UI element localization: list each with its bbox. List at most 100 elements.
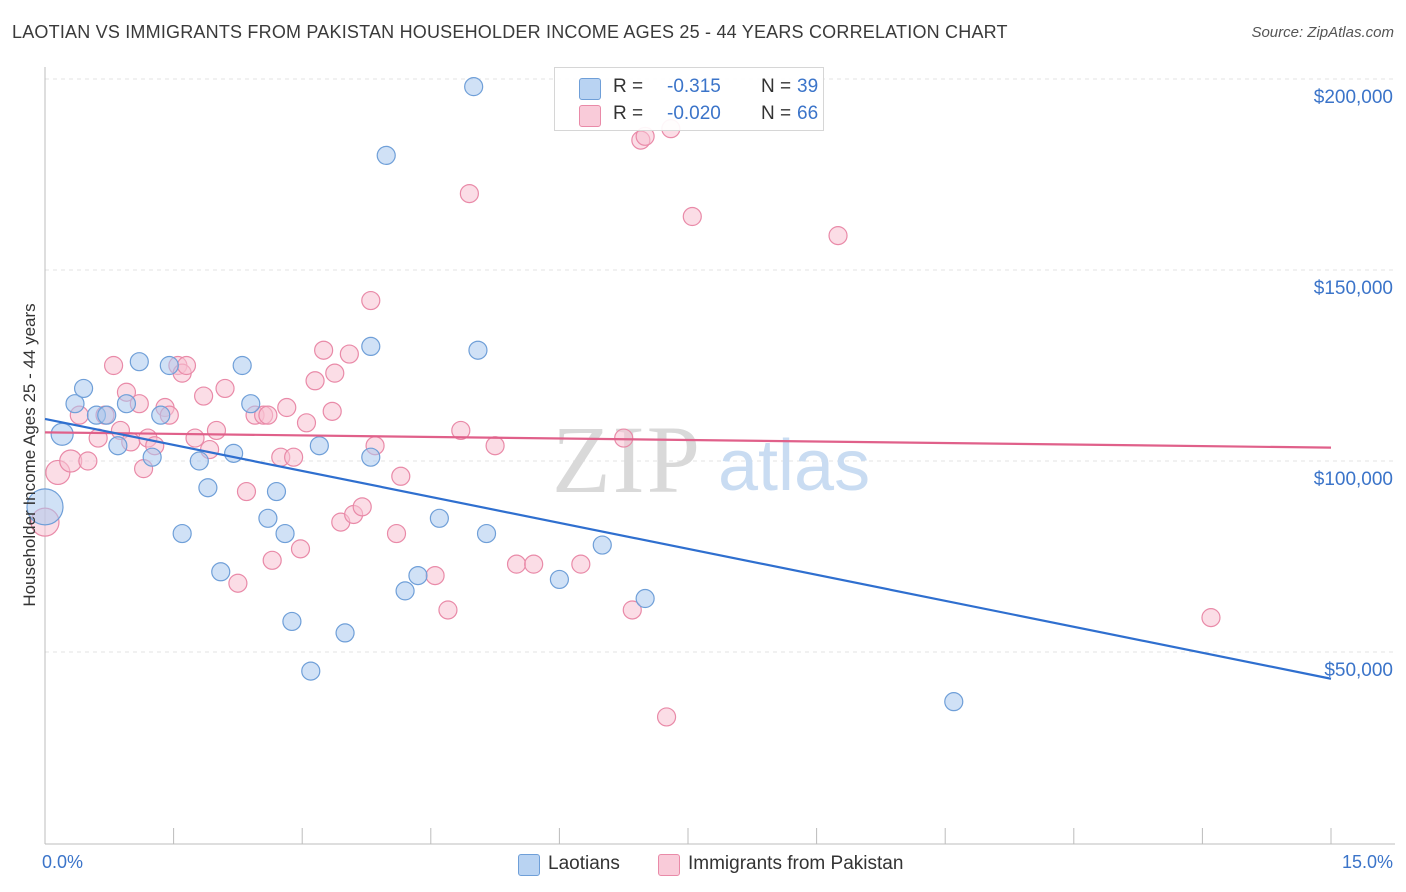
laotians-point [275, 523, 295, 544]
laotians-point [241, 394, 261, 414]
laotians-point [142, 447, 162, 467]
pakistan-point [339, 344, 359, 364]
pakistan-point [103, 355, 124, 376]
laotians-point [65, 394, 85, 414]
pakistan-point [524, 554, 544, 574]
laotians-point [266, 481, 287, 502]
pakistan-point [485, 436, 505, 456]
laotians-point [635, 588, 655, 609]
pakistan-point [828, 226, 848, 246]
pakistan-point [314, 340, 334, 360]
laotians-point [232, 355, 252, 376]
y-tick-label: $50,000 [1324, 660, 1393, 681]
pakistan-point [451, 420, 471, 441]
pakistan-swatch [579, 105, 601, 127]
trend-lines [44, 417, 1332, 680]
laotians-point [361, 336, 381, 356]
pakistan-point [305, 371, 325, 391]
laotians-point [335, 623, 355, 643]
pakistan-point [228, 573, 248, 593]
y-tick-label: $200,000 [1314, 87, 1393, 108]
pakistan-point [459, 184, 479, 204]
legend-label-pakistan: Immigrants from Pakistan [688, 853, 904, 874]
laotians-point [73, 378, 94, 399]
y-axis-label: Householder Income Ages 25 - 44 years [20, 303, 39, 607]
laotians-point [408, 565, 428, 586]
n-value: 66 [797, 103, 819, 124]
laotians-point [129, 352, 149, 372]
pakistan-point [185, 428, 205, 448]
n-value: 39 [797, 76, 819, 97]
laotians-point [429, 508, 449, 528]
laotians-swatch [579, 78, 601, 100]
watermark: ZIP atlas [552, 406, 870, 513]
watermark-atlas: atlas [718, 426, 870, 506]
pakistan-point [176, 355, 197, 376]
laotians-point [198, 478, 218, 498]
r-value: -0.020 [667, 103, 721, 124]
source-label: Source: ZipAtlas.com [1251, 24, 1394, 41]
pakistan-point [262, 550, 282, 570]
chart-title: LAOTIAN VS IMMIGRANTS FROM PAKISTAN HOUS… [12, 22, 1008, 42]
series-laotians-points [26, 77, 964, 712]
pakistan-point [284, 447, 304, 467]
pakistan-point [290, 539, 311, 559]
pakistan-point [258, 405, 278, 425]
pakistan-point [571, 554, 591, 574]
laotians-point [97, 405, 117, 425]
laotians-point [468, 340, 488, 360]
laotians-point [395, 581, 415, 601]
axes [44, 67, 1395, 845]
y-tick-label: $150,000 [1314, 278, 1393, 299]
laotians-point [549, 569, 570, 590]
y-tick-label: $100,000 [1314, 469, 1393, 490]
pakistan-point [386, 523, 407, 544]
pakistan-swatch [658, 854, 680, 876]
pakistan-point [682, 206, 702, 227]
y-tick-labels: $50,000 $100,000 $150,000 $200,000 [1314, 87, 1393, 681]
pakistan-point [438, 600, 458, 620]
pakistan-trend-line [44, 431, 1332, 449]
laotians-point [189, 451, 209, 471]
laotians-point [361, 447, 381, 467]
stats-legend: R = -0.315 N = 39 R = -0.020 N = 66 [554, 67, 824, 131]
pakistan-point [322, 401, 342, 421]
laotians-point [258, 508, 278, 528]
pakistan-point [361, 290, 381, 311]
r-value: -0.315 [667, 76, 721, 97]
pakistan-point [215, 378, 235, 399]
pakistan-point [206, 420, 227, 441]
x-tick-max: 15.0% [1341, 852, 1393, 872]
laotians-swatch [518, 854, 540, 876]
laotians-point [159, 355, 179, 376]
laotians-point [376, 145, 396, 165]
laotians-point [211, 562, 231, 582]
pakistan-point [277, 397, 297, 418]
n-label: N = [761, 103, 792, 124]
watermark-zip: ZIP [552, 406, 702, 513]
n-label: N = [761, 76, 792, 97]
pakistan-point [352, 497, 372, 517]
pakistan-point [236, 481, 257, 502]
laotians-point [301, 661, 321, 681]
laotians-point [944, 692, 964, 712]
laotians-point [151, 405, 171, 425]
r-label: R = [613, 76, 644, 97]
legend-label-laotians: Laotians [548, 853, 620, 874]
laotians-point [26, 488, 64, 526]
laotians-point [224, 443, 244, 463]
laotians-point [309, 436, 329, 456]
pakistan-point [1201, 608, 1221, 628]
pakistan-point [78, 451, 98, 471]
series-pakistan-points [30, 119, 1221, 727]
laotians-point [50, 422, 74, 446]
laotians-trend-line [44, 417, 1332, 680]
pakistan-point [325, 363, 345, 383]
pakistan-point [506, 554, 527, 574]
pakistan-point [656, 707, 677, 727]
laotians-point [476, 523, 497, 544]
pakistan-point [425, 565, 445, 586]
r-label: R = [613, 103, 644, 124]
